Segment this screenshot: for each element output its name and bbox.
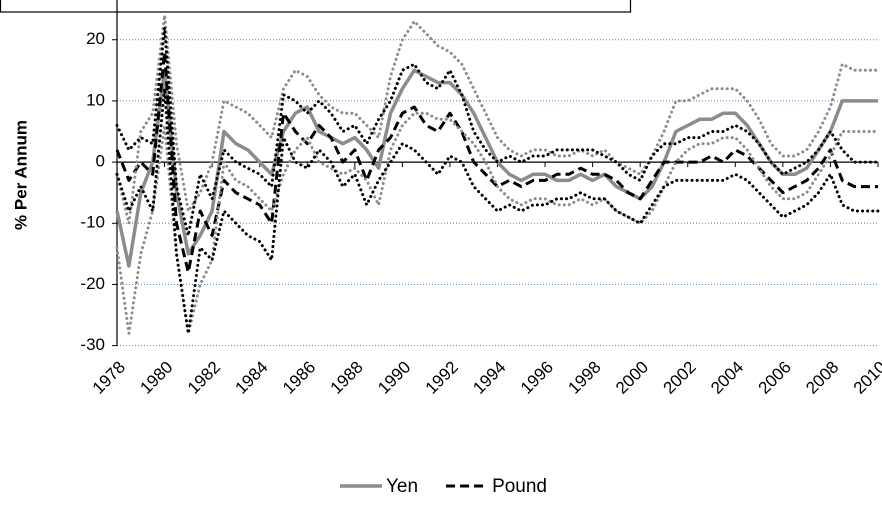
y-tick-label: 20 [86, 29, 105, 48]
legend-label: Yen [386, 476, 418, 497]
x-tick-label: 2000 [612, 358, 652, 398]
x-tick-label: 1992 [422, 358, 462, 398]
x-tick-label: 1978 [89, 358, 129, 398]
series-line [115, 13, 880, 225]
y-tick-label: 10 [86, 90, 105, 109]
x-tick-label: 2010 [850, 358, 882, 398]
y-axis-label: % Per Annum [11, 120, 30, 230]
series-line [115, 26, 880, 237]
series-line [115, 68, 878, 268]
x-tick-label: 2002 [660, 358, 700, 398]
x-tick-label: 1988 [327, 358, 367, 398]
header-box [0, 0, 632, 13]
series-line [115, 87, 880, 335]
x-tick-label: 2008 [802, 358, 842, 398]
y-tick-label: 0 [96, 152, 105, 171]
y-tick-label: -20 [80, 274, 105, 293]
x-tick-label: 1980 [136, 358, 176, 398]
x-tick-label: 1986 [279, 358, 319, 398]
x-tick-label: 1982 [184, 358, 224, 398]
x-tick-label: 1998 [564, 358, 604, 398]
x-tick-label: 1994 [469, 358, 509, 398]
series-line [115, 50, 878, 274]
series-line [115, 111, 880, 335]
x-tick-label: 2006 [755, 358, 795, 398]
x-tick-label: 1984 [232, 358, 272, 398]
y-tick-label: -10 [80, 213, 105, 232]
y-tick-label: -30 [80, 335, 105, 354]
legend-label: Pound [492, 476, 547, 497]
x-tick-label: 2004 [707, 358, 747, 398]
x-tick-label: 1996 [517, 358, 557, 398]
x-tick-label: 1990 [374, 358, 414, 398]
